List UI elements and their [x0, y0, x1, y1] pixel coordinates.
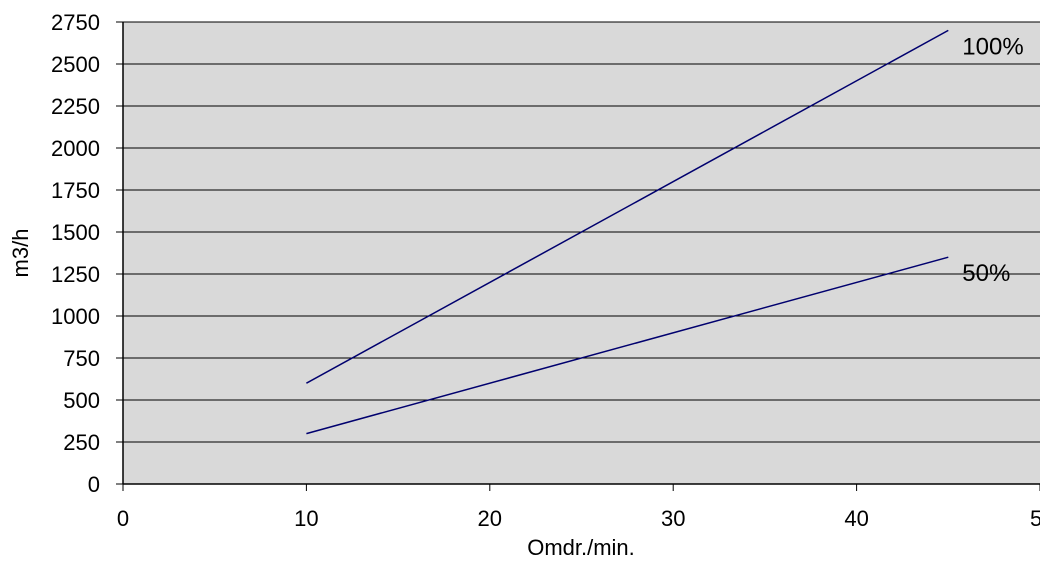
y-tick-label: 2500 [51, 52, 100, 77]
y-tick-label: 1500 [51, 220, 100, 245]
y-tick-label: 1000 [51, 304, 100, 329]
series-line [306, 29, 949, 384]
y-tick-label: 2000 [51, 136, 100, 161]
x-tick-label: 30 [661, 506, 685, 531]
y-tick-label: 0 [88, 472, 100, 497]
y-tick-label: 500 [63, 388, 100, 413]
series-group: 100% 50% [306, 29, 1024, 435]
x-tick-label: 5 [1030, 506, 1040, 531]
series-line [306, 256, 949, 435]
y-tick-label: 750 [63, 346, 100, 371]
plot-area [123, 22, 1040, 484]
x-axis-title: Omdr./min. [527, 535, 635, 560]
series-label: 50% [962, 260, 1010, 287]
y-tick-label: 2250 [51, 94, 100, 119]
x-tick-label: 0 [117, 506, 129, 531]
x-tick-label: 40 [844, 506, 868, 531]
x-tick-label: 20 [478, 506, 502, 531]
y-tick-label: 2750 [51, 10, 100, 35]
y-axis-ticks: 0 250 500 750 1000 1250 1500 1750 2000 2250 2500 27… [51, 10, 123, 497]
series-label: 100% [962, 33, 1023, 60]
y-tick-label: 1250 [51, 262, 100, 287]
y-tick-label: 250 [63, 430, 100, 455]
y-axis-title: m3/h [8, 229, 33, 278]
x-tick-label: 10 [294, 506, 318, 531]
y-tick-label: 1750 [51, 178, 100, 203]
axes [122, 22, 1040, 485]
x-axis-ticks: 0 10 20 30 40 5 [117, 484, 1040, 531]
